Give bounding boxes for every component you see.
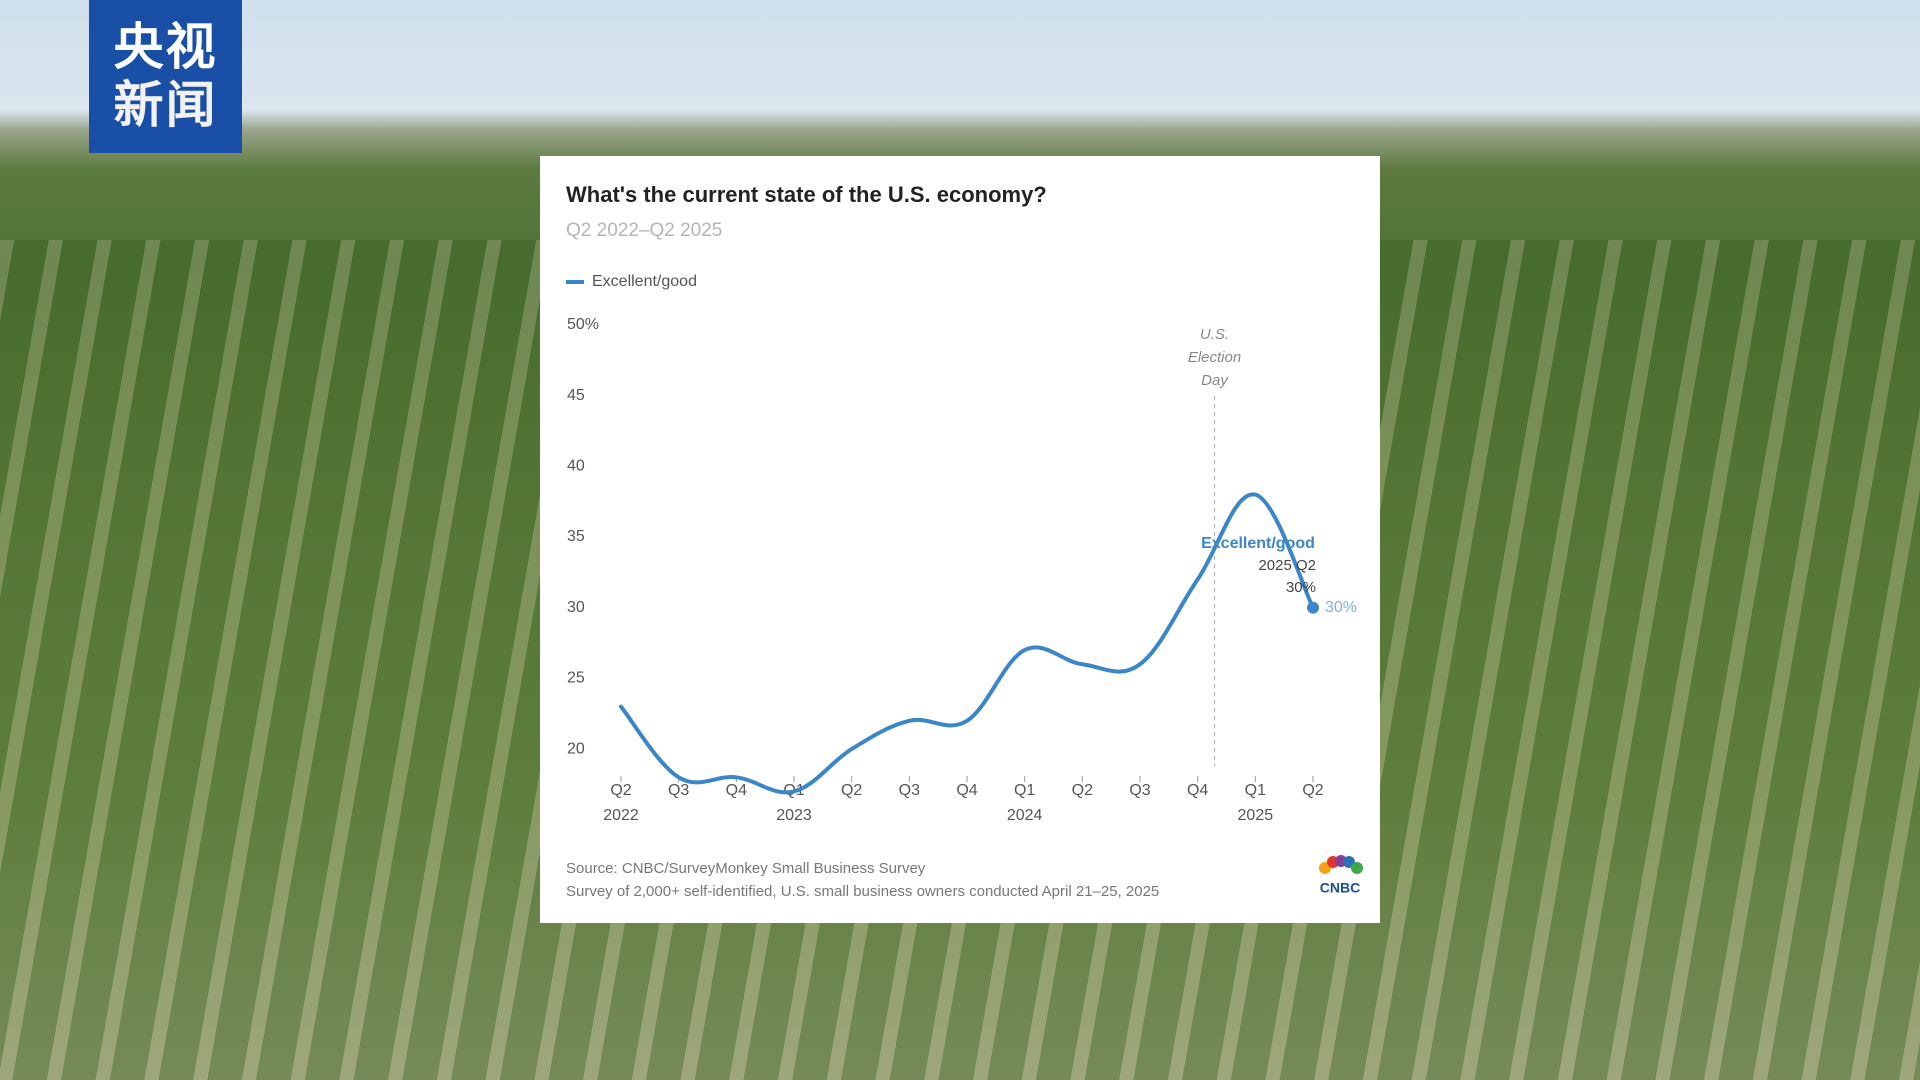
logo-line: 央视 xyxy=(113,19,218,75)
x-tick-label: Q4 xyxy=(1187,782,1208,799)
legend-label: Excellent/good xyxy=(592,273,697,290)
x-tick-label: Q4 xyxy=(726,782,747,799)
x-tick-label: Q2 xyxy=(610,782,631,799)
x-tick-label: Q1 xyxy=(1245,782,1266,799)
x-year-label: 2023 xyxy=(776,807,812,824)
x-tick-label: Q2 xyxy=(841,782,862,799)
chart-card: What's the current state of the U.S. eco… xyxy=(540,156,1380,923)
y-tick-label: 50% xyxy=(567,316,599,333)
x-tick-label: Q1 xyxy=(1014,782,1035,799)
data-label: 30% xyxy=(1325,599,1357,616)
end-point xyxy=(1307,601,1319,614)
chart: What's the current state of the U.S. eco… xyxy=(566,182,1363,900)
channel-logo: 央视 新闻 xyxy=(89,0,242,153)
x-year-label: 2025 xyxy=(1238,807,1274,824)
chart-title: What's the current state of the U.S. eco… xyxy=(566,182,1047,207)
annotation-text: Day xyxy=(1201,372,1229,389)
end-label-series: Excellent/good xyxy=(1201,535,1315,552)
y-tick-label: 40 xyxy=(567,458,585,475)
x-tick-label: Q4 xyxy=(956,782,977,799)
source: Source: CNBC/SurveyMonkey Small Business… xyxy=(566,860,926,877)
x-year-label: 2022 xyxy=(603,807,639,824)
chart-subtitle: Q2 2022–Q2 2025 xyxy=(566,220,722,241)
end-label-period: 2025 Q2 xyxy=(1258,557,1316,574)
y-tick-label: 25 xyxy=(567,670,585,687)
x-tick-label: Q3 xyxy=(668,782,689,799)
y-tick-label: 35 xyxy=(567,528,585,545)
logo-line: 新闻 xyxy=(113,77,218,133)
x-year-label: 2024 xyxy=(1007,807,1043,824)
note: Survey of 2,000+ self-identified, U.S. s… xyxy=(566,883,1159,900)
x-tick-label: Q3 xyxy=(899,782,920,799)
annotation-text: Election xyxy=(1188,349,1241,366)
y-tick-label: 20 xyxy=(567,740,585,757)
y-tick-label: 30 xyxy=(567,599,585,616)
line xyxy=(619,492,1315,795)
annotation-text: U.S. xyxy=(1200,326,1229,343)
x-tick-label: Q2 xyxy=(1302,782,1323,799)
end-label-value: 30% xyxy=(1286,579,1316,596)
brand: CNBC xyxy=(1320,880,1360,896)
x-tick-label: Q2 xyxy=(1072,782,1093,799)
x-tick-label: Q3 xyxy=(1129,782,1150,799)
brand-logo: CNBC xyxy=(1319,855,1363,896)
y-tick-label: 45 xyxy=(567,387,585,404)
